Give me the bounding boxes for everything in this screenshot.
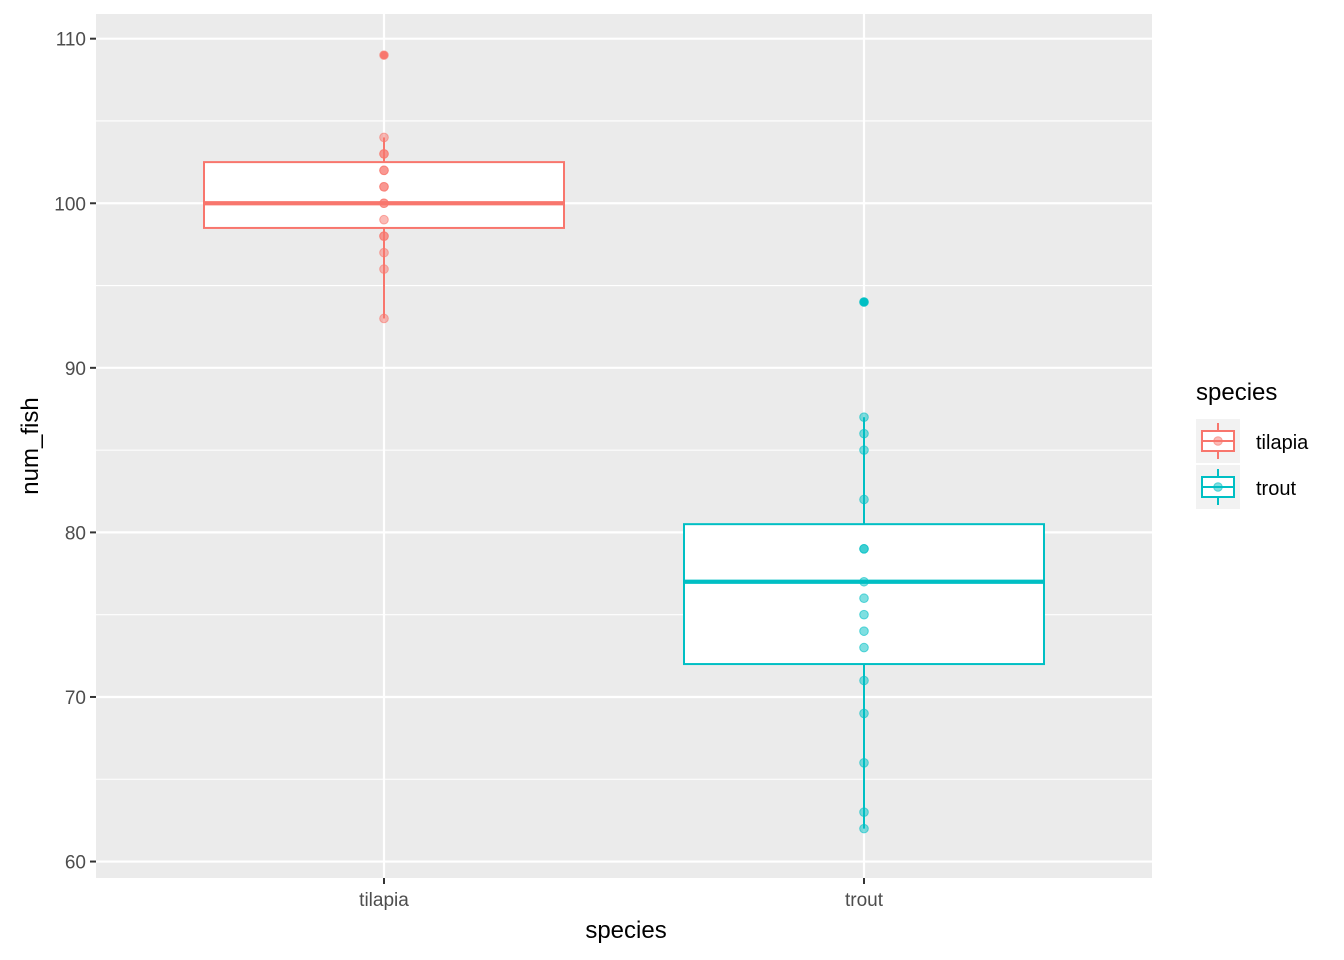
data-point [859, 675, 869, 686]
plot-panel [96, 14, 1152, 878]
data-point [859, 807, 869, 817]
legend-keys: tilapia trout [1196, 419, 1309, 509]
data-point [859, 758, 869, 768]
data-point [379, 149, 389, 159]
y-tick-label: 90 [65, 359, 86, 380]
data-point [859, 412, 869, 423]
x-tick-label: trout [845, 890, 884, 911]
data-point [379, 214, 389, 225]
y-tick-label: 60 [65, 853, 86, 874]
data-point [859, 494, 869, 505]
y-tick-label: 100 [54, 194, 86, 215]
data-point [859, 708, 869, 719]
data-point [379, 313, 389, 324]
data-point [859, 609, 869, 620]
legend-key-point [1213, 482, 1223, 492]
data-point [379, 247, 389, 258]
data-point [859, 593, 869, 604]
data-point [859, 544, 869, 554]
legend-title: species [1196, 379, 1277, 406]
y-tick-label: 70 [65, 688, 86, 709]
data-point [379, 165, 389, 176]
x-tick-label: tilapia [359, 890, 409, 911]
point-layer [379, 50, 869, 834]
data-point [859, 428, 869, 439]
y-tick-label: 80 [65, 523, 86, 544]
data-point [859, 576, 869, 587]
y-tick-label: 110 [56, 30, 86, 51]
data-point [859, 445, 869, 455]
y-axis-title: num_fish [17, 397, 44, 494]
data-point [859, 626, 869, 636]
legend-label-trout: trout [1256, 478, 1296, 500]
legend-label-tilapia: tilapia [1256, 432, 1309, 454]
y-axis: 60 70 80 90 100 110 [54, 30, 96, 874]
x-axis-title: species [585, 917, 666, 944]
data-point [379, 50, 389, 60]
data-point [379, 132, 389, 143]
data-point [379, 182, 389, 192]
legend: species tilapia trout [1196, 379, 1309, 509]
data-point [859, 297, 869, 307]
legend-key-point [1213, 436, 1223, 446]
data-point [379, 198, 389, 209]
data-point [859, 642, 869, 653]
data-point [379, 231, 389, 241]
x-axis: tilapia trout [359, 878, 884, 911]
data-point [859, 823, 869, 834]
data-point [379, 264, 389, 274]
